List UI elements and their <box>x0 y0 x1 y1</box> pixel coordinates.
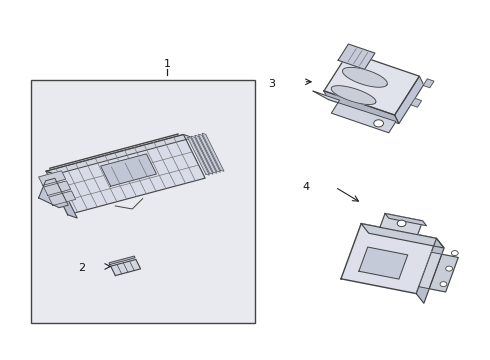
Circle shape <box>397 220 406 226</box>
Text: 4: 4 <box>302 182 310 192</box>
Polygon shape <box>46 171 77 218</box>
Polygon shape <box>188 137 209 175</box>
Polygon shape <box>39 171 66 185</box>
Polygon shape <box>411 98 421 107</box>
Polygon shape <box>338 44 375 69</box>
Text: 1: 1 <box>164 59 171 69</box>
Text: 3: 3 <box>269 78 275 89</box>
Polygon shape <box>324 52 419 115</box>
Polygon shape <box>359 247 408 279</box>
Polygon shape <box>49 191 75 206</box>
Polygon shape <box>394 76 423 123</box>
Polygon shape <box>198 134 220 172</box>
Polygon shape <box>429 254 458 292</box>
Polygon shape <box>324 91 399 123</box>
Polygon shape <box>416 238 444 303</box>
Circle shape <box>451 251 458 256</box>
Polygon shape <box>46 135 193 174</box>
Polygon shape <box>343 67 388 87</box>
Polygon shape <box>191 136 213 174</box>
Polygon shape <box>109 256 135 265</box>
Polygon shape <box>313 91 396 133</box>
Circle shape <box>446 266 453 271</box>
Polygon shape <box>380 213 423 235</box>
Circle shape <box>440 282 447 287</box>
Polygon shape <box>423 79 434 87</box>
Polygon shape <box>111 260 141 275</box>
Polygon shape <box>385 213 426 226</box>
Polygon shape <box>419 252 442 289</box>
Polygon shape <box>202 133 224 171</box>
Bar <box>30 80 255 323</box>
Polygon shape <box>341 224 437 294</box>
Polygon shape <box>39 178 68 208</box>
Polygon shape <box>331 86 376 104</box>
Circle shape <box>374 120 384 127</box>
Polygon shape <box>361 224 444 248</box>
Text: 2: 2 <box>78 262 85 273</box>
Polygon shape <box>46 135 205 215</box>
Polygon shape <box>100 154 156 186</box>
Polygon shape <box>195 135 217 173</box>
Polygon shape <box>44 181 71 195</box>
